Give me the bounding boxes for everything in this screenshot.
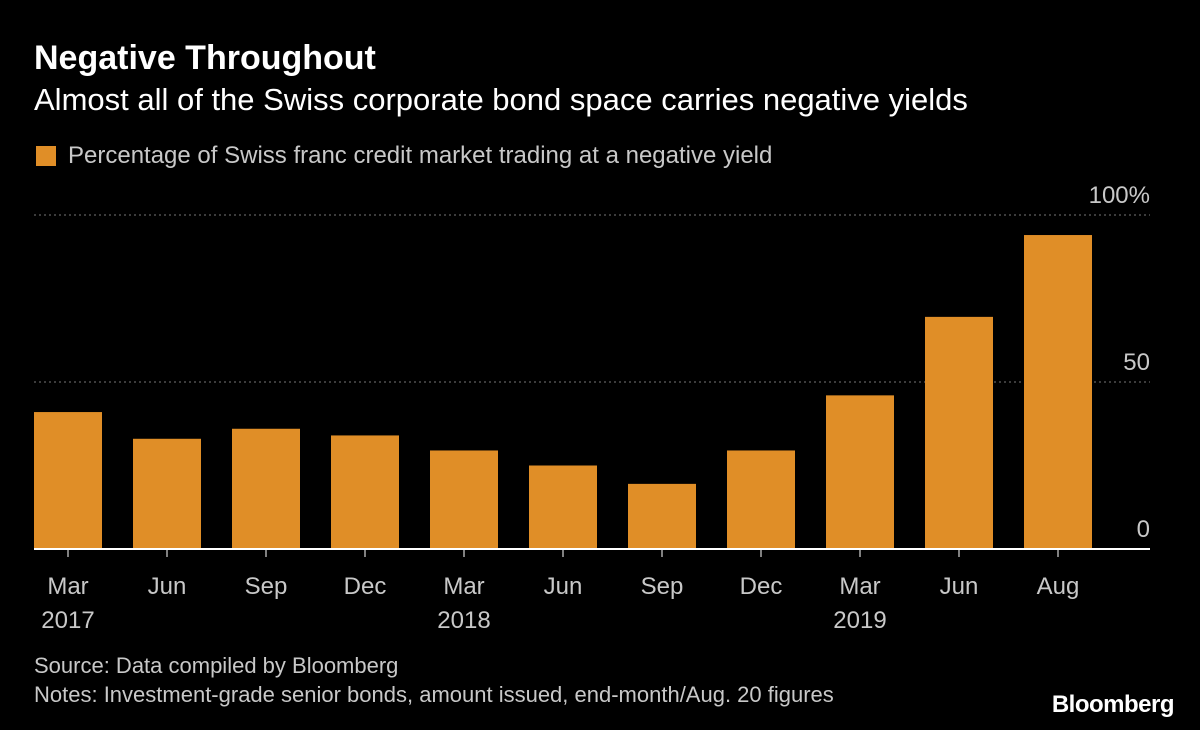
bar	[727, 450, 795, 549]
legend-label: Percentage of Swiss franc credit market …	[68, 142, 773, 169]
x-axis	[34, 548, 1150, 557]
notes-text: Notes: Investment-grade senior bonds, am…	[34, 682, 834, 707]
x-axis-labels: Mar 2017 Jun Sep Dec Mar 2018 Jun Sep Dec Mar 2019 J…	[41, 573, 1079, 634]
bar	[628, 483, 696, 549]
bar	[826, 395, 894, 549]
x-tick-label: Jun	[544, 573, 583, 600]
bar	[232, 428, 300, 549]
x-tick-label: Mar	[443, 573, 484, 600]
x-tick-label: Jun	[148, 573, 187, 600]
x-tick-label: Aug	[1037, 573, 1080, 600]
chart-subtitle: Almost all of the Swiss corporate bond s…	[34, 82, 968, 117]
x-tick-label: Mar	[47, 573, 88, 600]
bar	[529, 465, 597, 549]
bloomberg-logo: Bloomberg	[1051, 691, 1175, 718]
y-axis-labels: 0 50 100%	[1089, 182, 1150, 543]
x-tick-year-label: 2017	[41, 607, 94, 634]
bar	[925, 316, 993, 549]
x-tick-label: Mar	[839, 573, 880, 600]
bar	[1024, 235, 1092, 550]
source-note: Source: Data compiled by Bloomberg	[34, 653, 399, 678]
x-tick-year-label: 2019	[833, 607, 886, 634]
y-tick-label: 50	[1123, 349, 1150, 376]
y-tick-label: 100%	[1089, 182, 1150, 209]
bar-chart: 0 50 100% Mar 2017 Jun Sep Dec Mar 2018 Jun Sep Dec…	[34, 182, 1150, 634]
x-tick-label: Sep	[641, 573, 684, 600]
x-tick-label: Dec	[740, 573, 783, 600]
chart-title: Negative Throughout	[34, 39, 376, 77]
x-tick-year-label: 2018	[437, 607, 490, 634]
bars	[34, 235, 1092, 550]
x-tick-label: Dec	[344, 573, 387, 600]
bar	[34, 412, 102, 549]
x-tick-label: Jun	[940, 573, 979, 600]
bar	[133, 438, 201, 549]
chart-legend: Percentage of Swiss franc credit market …	[36, 140, 772, 172]
legend-swatch	[36, 146, 56, 166]
x-tick-label: Sep	[245, 573, 288, 600]
bar	[430, 450, 498, 549]
y-tick-label: 0	[1137, 516, 1150, 543]
bar	[331, 435, 399, 549]
